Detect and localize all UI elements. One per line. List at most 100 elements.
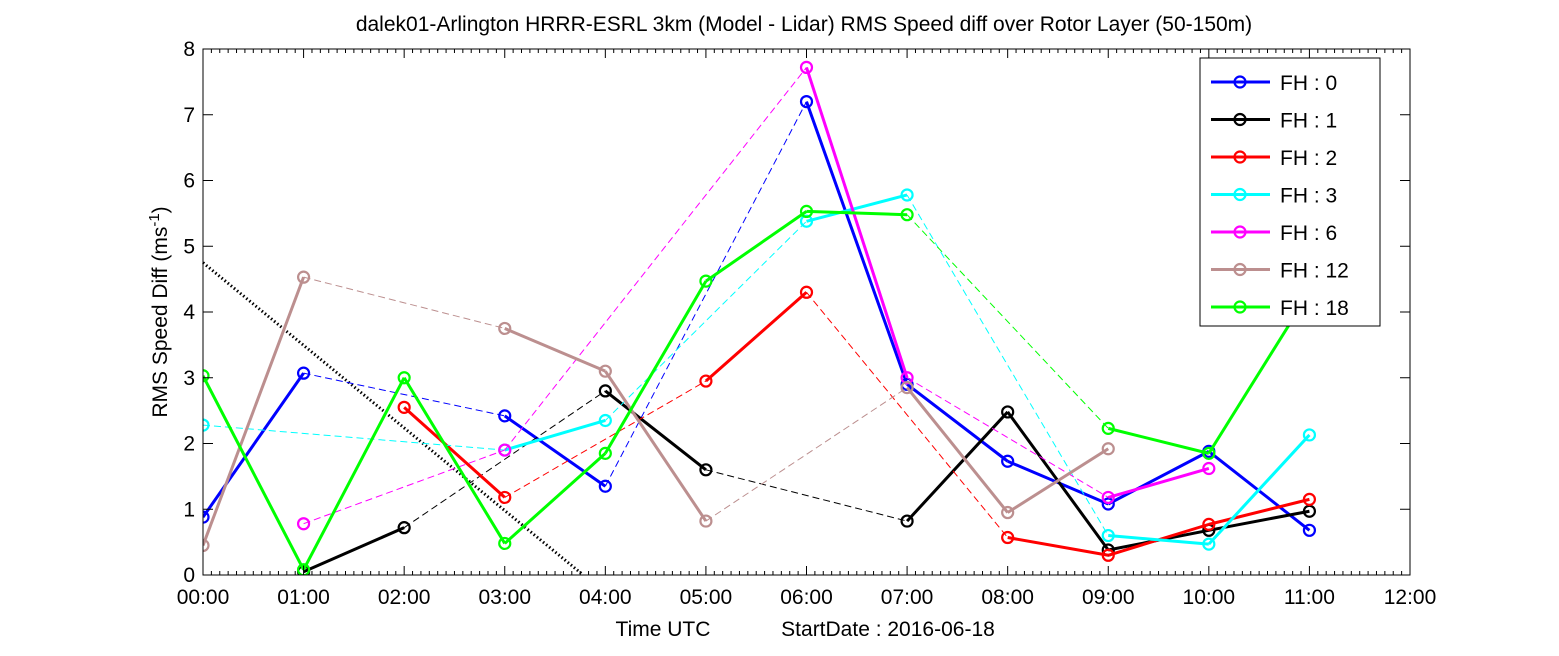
series-segment-solid [805,101,909,385]
data-point-marker [498,321,512,336]
data-point-marker [1302,428,1317,442]
series-fh-2 [397,285,1317,562]
x-tick-label: 03:00 [478,586,531,609]
data-point-marker [598,384,612,398]
data-point-marker [799,204,814,219]
legend-marker [1233,262,1247,277]
series-segment-dashed [203,424,505,451]
series-layer [203,60,1317,575]
data-point-marker [1101,490,1115,505]
data-point-marker [1101,543,1115,557]
data-point-marker [1001,530,1015,545]
series-segment-solid [806,193,908,223]
legend-label: FH : 18 [1280,297,1349,320]
x-tick-label: 06:00 [780,586,833,609]
legend-marker [1233,150,1247,164]
data-point-marker [699,514,713,528]
series-segment-solid [302,526,405,574]
x-tick-label: 08:00 [981,586,1034,609]
data-point-marker [296,563,311,575]
data-point-marker [1001,505,1015,520]
data-point-marker [1001,405,1015,419]
data-point-marker [498,536,512,551]
data-point-marker [1202,461,1216,476]
y-tick-label: 3 [183,367,195,390]
series-segment-solid [1208,497,1310,526]
data-point-marker [598,479,612,493]
legend-marker [1233,187,1247,202]
series-segment-solid [1006,447,1110,514]
series-segment-solid [402,376,507,545]
data-point-marker [1202,537,1216,551]
legend-marker [1233,300,1247,314]
y-tick-label: 8 [183,38,195,61]
series-segment-solid [806,209,908,217]
data-point-marker [598,446,612,460]
y-axis-label-main: RMS Speed Diff (ms [149,227,172,418]
y-tick-label: 4 [183,301,195,324]
series-segment-solid [906,383,1009,463]
series-segment-dashed [403,390,606,529]
series-segment-solid [504,327,606,373]
y-axis-label-close: ) [149,206,172,213]
series-segment-solid [704,291,808,383]
data-point-marker [1101,497,1115,511]
y-axis-label-superscript: -1 [146,213,163,226]
data-point-marker [900,381,914,395]
data-point-marker [1202,446,1216,460]
series-segment-solid [403,406,506,499]
data-point-marker [799,94,814,109]
series-segment-solid [705,210,808,283]
x-tick-label: 01:00 [277,586,330,609]
series-fh-3 [203,188,1317,551]
y-tick-label: 5 [183,235,195,258]
legend-marker [1233,112,1247,127]
legend-box [1199,57,1381,327]
data-point-marker [203,538,210,553]
x-tick-label: 00:00 [177,586,230,609]
series-fh-0 [203,94,1317,537]
series-fh-12 [203,270,1115,553]
y-tick-label: 1 [183,498,195,521]
legend-marker [1233,75,1247,89]
series-segment-solid [203,372,305,518]
series-segment-solid [604,280,708,455]
series-segment-solid [504,419,606,452]
data-point-marker [900,188,914,202]
data-point-marker [799,214,814,228]
data-point-marker [900,514,914,528]
data-point-marker [1101,528,1115,543]
series-segment-dashed [906,214,1109,429]
data-point-marker [1101,442,1115,456]
series-segment-solid [203,276,305,546]
data-point-marker [1302,523,1317,537]
x-tick-label: 10:00 [1183,586,1236,609]
series-segment-solid [1108,534,1209,546]
x-tick-label: 04:00 [579,586,632,609]
legend-label: FH : 0 [1280,72,1337,95]
legend-label: FH : 1 [1280,110,1337,133]
data-point-marker [1101,421,1115,435]
data-point-marker [397,521,411,535]
data-point-marker [699,374,713,388]
data-point-marker [498,409,512,423]
data-point-marker [1202,517,1216,531]
legend-label: FH : 6 [1280,222,1337,245]
y-tick-label: 0 [183,564,195,587]
data-point-marker [397,400,411,414]
series-segment-dashed [604,220,807,421]
series-segment-dashed [906,194,1109,536]
series-segment-solid [302,377,406,571]
data-point-marker [799,60,814,75]
data-point-marker [598,413,612,428]
series-segment-dashed [303,449,505,525]
series-segment-solid [905,410,1009,523]
data-point-marker [900,371,914,385]
data-point-marker [699,463,713,477]
series-segment-solid [805,66,909,379]
data-point-marker [296,270,311,284]
series-fh-18 [203,204,1317,575]
legend: FH : 0 FH : 1 FH : 2 FH : 3 FH : 6 FH : 12 FH … [1199,57,1381,327]
data-point-marker [203,418,210,432]
